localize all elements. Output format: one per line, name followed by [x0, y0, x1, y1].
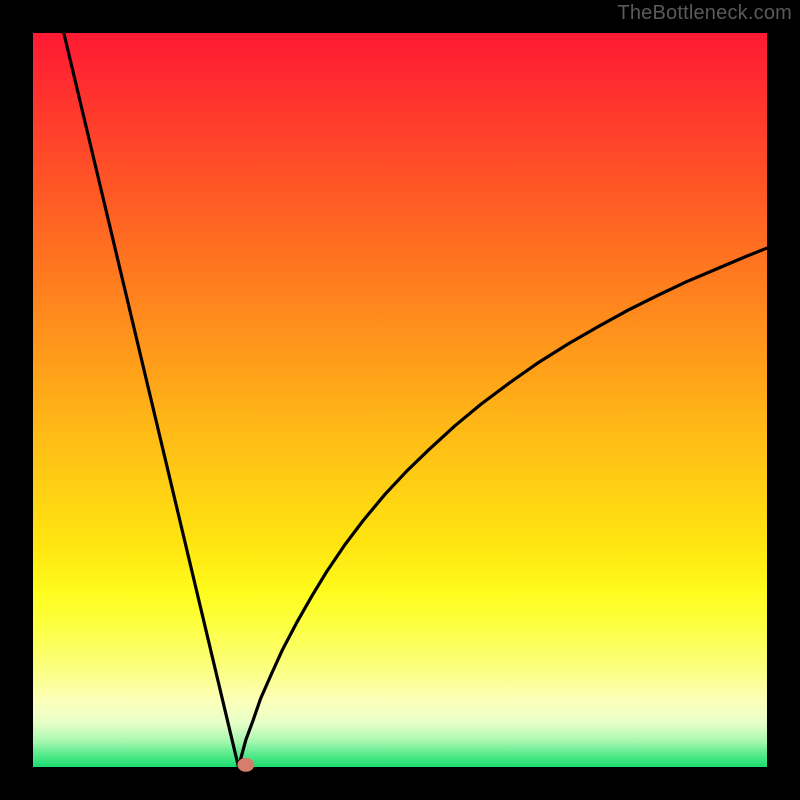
optimum-marker: [237, 758, 254, 772]
plot-background: [33, 33, 767, 767]
watermark-text: TheBottleneck.com: [617, 2, 792, 25]
bottleneck-chart: [0, 0, 800, 800]
chart-container: { "watermark": { "text": "TheBottleneck.…: [0, 0, 800, 800]
